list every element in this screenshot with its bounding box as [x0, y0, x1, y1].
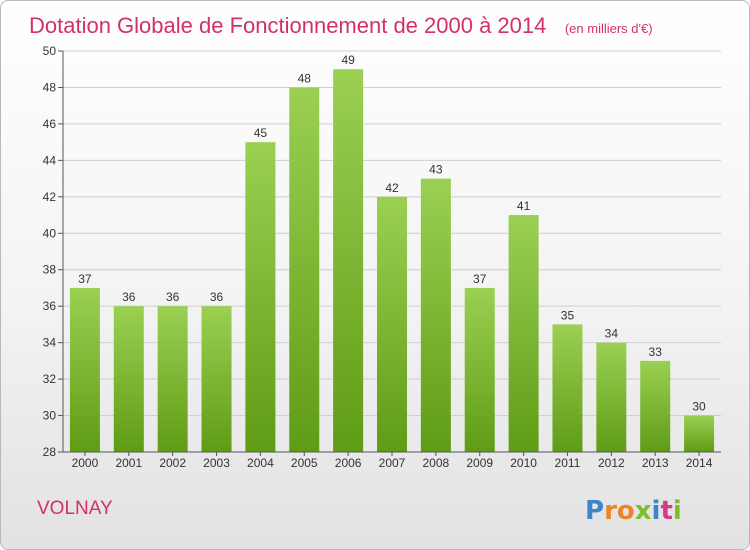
x-tick-label-2002: 2002 — [159, 456, 186, 470]
y-tick-label: 50 — [43, 44, 57, 58]
logo-letter: P — [585, 496, 604, 526]
bar-2002 — [157, 306, 188, 452]
y-tick-label: 40 — [43, 226, 57, 240]
value-label-2005: 48 — [298, 71, 312, 85]
y-tick-label: 38 — [43, 263, 57, 277]
x-tick-label-2003: 2003 — [203, 456, 230, 470]
y-tick-label: 34 — [43, 336, 57, 350]
value-label-2001: 36 — [122, 290, 136, 304]
x-tick-label-2006: 2006 — [335, 456, 362, 470]
value-label-2008: 43 — [429, 163, 443, 177]
value-label-2014: 30 — [692, 400, 706, 414]
chart-title-main: Dotation Globale de Fonctionnement de 20… — [29, 13, 546, 38]
chart-subtitle: (en milliers d'€) — [565, 21, 653, 36]
proxiti-logo: Proxiti — [585, 496, 682, 526]
y-tick-label: 28 — [43, 445, 57, 459]
x-tick-label-2014: 2014 — [686, 456, 713, 470]
y-tick-label: 36 — [43, 299, 57, 313]
bar-2003 — [201, 306, 232, 452]
value-label-2003: 36 — [210, 290, 224, 304]
bar-2012 — [596, 342, 627, 452]
y-tick-label: 32 — [43, 372, 57, 386]
x-tick-label-2009: 2009 — [466, 456, 493, 470]
value-label-2009: 37 — [473, 272, 487, 286]
commune-name: VOLNAY — [37, 498, 113, 519]
x-tick-label-2004: 2004 — [247, 456, 274, 470]
bar-2008 — [420, 178, 451, 452]
x-tick-label-2001: 2001 — [115, 456, 142, 470]
bar-2011 — [552, 324, 583, 452]
y-tick-label: 48 — [43, 80, 57, 94]
bar-2013 — [640, 360, 671, 452]
bar-2000 — [69, 287, 100, 452]
bar-2006 — [333, 69, 364, 453]
bar-2009 — [464, 287, 495, 452]
logo-letter: i — [673, 496, 682, 526]
bars: 37 36 36 36 45 48 49 42 43 37 41 35 34 33 30 — [69, 53, 715, 453]
value-label-2006: 49 — [341, 53, 355, 67]
y-tick-label: 42 — [43, 190, 57, 204]
value-label-2012: 34 — [605, 327, 619, 341]
logo-letter: r — [604, 496, 617, 526]
bar-2004 — [245, 142, 276, 453]
x-tick-label-2005: 2005 — [291, 456, 318, 470]
bar-2010 — [508, 215, 539, 452]
y-tick-label: 44 — [43, 153, 57, 167]
logo-letter: o — [617, 496, 635, 526]
value-label-2010: 41 — [517, 199, 531, 213]
y-tick-label: 30 — [43, 409, 57, 423]
x-tick-label-2007: 2007 — [379, 456, 406, 470]
axes: 28 30 32 34 36 38 40 42 44 46 48 50 2000 2001 2002 2003… — [43, 44, 721, 470]
value-label-2002: 36 — [166, 290, 180, 304]
bar-2005 — [289, 87, 320, 453]
bar-2007 — [377, 196, 407, 452]
logo-letter: x — [635, 496, 652, 526]
logo-letter: t — [660, 496, 672, 526]
x-tick-label-2011: 2011 — [555, 456, 581, 470]
value-label-2011: 35 — [561, 308, 575, 322]
y-tick-label: 46 — [43, 117, 57, 131]
bar-2014 — [684, 415, 715, 452]
x-tick-label-2010: 2010 — [510, 456, 537, 470]
bar-2001 — [113, 306, 144, 452]
chart-title: Dotation Globale de Fonctionnement de 20… — [29, 13, 653, 38]
value-label-2007: 42 — [385, 181, 399, 195]
value-label-2000: 37 — [78, 272, 92, 286]
x-tick-label-2000: 2000 — [72, 456, 99, 470]
value-label-2004: 45 — [254, 126, 268, 140]
value-label-2013: 33 — [649, 345, 663, 359]
x-tick-label-2013: 2013 — [642, 456, 669, 470]
x-tick-label-2012: 2012 — [598, 456, 625, 470]
x-tick-label-2008: 2008 — [423, 456, 450, 470]
logo-letter: i — [652, 496, 661, 526]
